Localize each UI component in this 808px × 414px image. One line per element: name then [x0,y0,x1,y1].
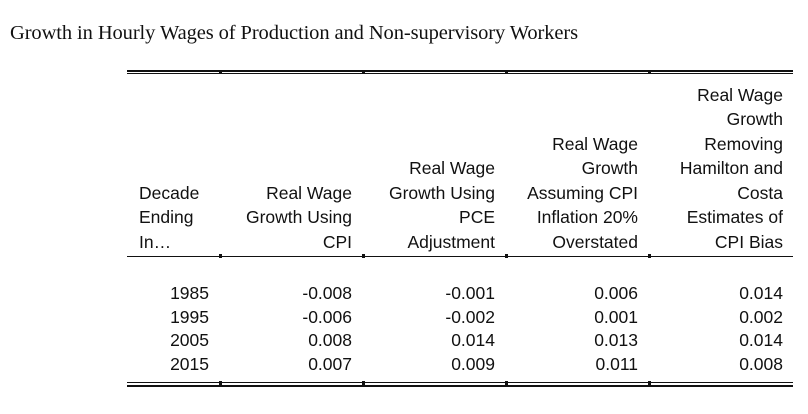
rule-tick [362,70,365,74]
header-row: Decade Ending In… Real Wage Growth Using… [127,82,793,254]
cell-cpi: 0.008 [308,330,352,350]
rule-tick [362,254,365,258]
cell-hamilton-costa: 0.014 [739,330,783,350]
header-decade: Decade Ending In… [139,182,200,252]
cell-cpi-overstated: 0.013 [594,330,638,350]
cell-pce: 0.009 [451,353,495,374]
cell-cpi: -0.006 [302,306,352,327]
header-pce: Real Wage Growth Using PCE Adjustment [388,158,495,252]
cell-cpi-overstated: 0.001 [594,306,638,327]
rule-tick [505,381,508,385]
table-title: Growth in Hourly Wages of Production and… [10,22,579,44]
cell-decade: 2015 [170,353,209,374]
table-row: 1985 -0.008 -0.001 0.006 0.014 [127,282,793,306]
header-cpi: Real Wage Growth Using CPI [245,182,352,252]
bottom-rule [127,382,793,383]
cell-hamilton-costa: 0.002 [739,306,783,327]
cell-cpi-overstated: 0.006 [594,283,638,303]
top-rule-secondary [127,73,793,74]
cell-cpi: -0.008 [302,283,352,303]
rule-tick [648,381,651,385]
cell-hamilton-costa: 0.008 [739,353,783,374]
cell-cpi-overstated: 0.011 [595,353,639,374]
cell-cpi: 0.007 [308,353,352,374]
cell-decade: 2005 [170,330,209,350]
rule-tick [648,70,651,74]
header-hamilton-costa: Real Wage Growth Removing Hamilton and C… [679,84,783,252]
cell-decade: 1985 [170,283,209,303]
rule-tick [648,254,651,258]
rule-tick [219,254,222,258]
wage-growth-table: Decade Ending In… Real Wage Growth Using… [127,82,793,376]
cell-pce: 0.014 [451,330,495,350]
table-row: 2015 0.007 0.009 0.011 0.008 [127,353,793,377]
rule-tick [219,381,222,385]
cell-hamilton-costa: 0.014 [739,283,783,303]
header-cpi-overstated: Real Wage Growth Assuming CPI Inflation … [527,133,638,252]
cell-pce: -0.001 [445,283,495,303]
top-rule [127,70,793,72]
cell-pce: -0.002 [445,306,495,327]
rule-tick [505,70,508,74]
header-rule [127,256,793,257]
table-row: 1995 -0.006 -0.002 0.001 0.002 [127,306,793,330]
cell-decade: 1995 [170,306,209,327]
rule-tick [362,381,365,385]
rule-tick [505,254,508,258]
table-row: 2005 0.008 0.014 0.013 0.014 [127,329,793,353]
spacer-row [127,254,793,282]
bottom-rule-secondary [127,385,793,387]
rule-tick [219,70,222,74]
